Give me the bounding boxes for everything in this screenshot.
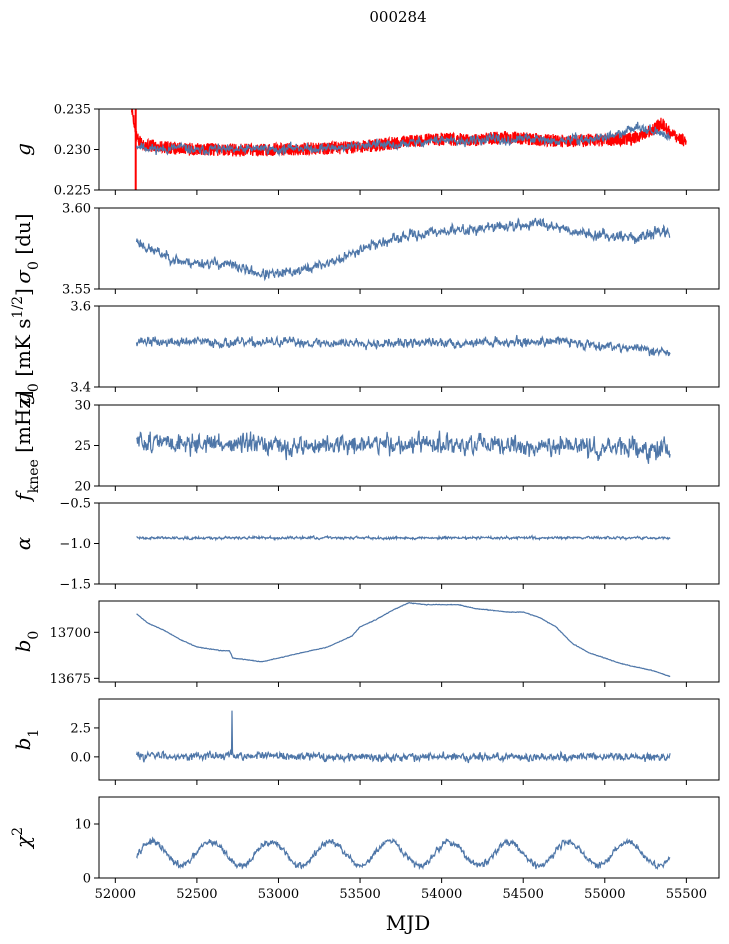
x-axis-label: MJD	[386, 911, 431, 935]
panel-5: −1.5 −1.0 −0.5 α	[11, 497, 720, 593]
panel-2: 3.55 3.60 σ0 [du]	[11, 202, 720, 298]
panel-data	[136, 602, 671, 678]
y-tick-label: 30	[74, 399, 91, 414]
y-tick-label: 13675	[50, 672, 91, 687]
y-tick-label: 20	[74, 480, 91, 495]
y-tick-label: 0	[83, 872, 91, 887]
y-tick-label: 10	[74, 818, 91, 833]
panel-data	[131, 109, 687, 190]
y-tick-label: 13700	[50, 626, 91, 641]
y-tick-label: −0.5	[59, 497, 91, 512]
y-axis-label: χ2	[10, 827, 35, 850]
panel-frame	[98, 600, 720, 683]
y-axis-label: b0	[11, 631, 42, 653]
y-tick-label: 2.5	[70, 721, 91, 736]
x-tick-label: 52000	[95, 887, 136, 902]
panels: 0.225 0.230 0.235 g 3.55 3.60 σ0 [du] 3.4 3.6 g0 …	[10, 103, 720, 902]
y-tick-label: 3.60	[62, 202, 91, 217]
series-line	[135, 121, 671, 157]
panel-data	[135, 836, 671, 871]
panel-3: 3.4 3.6 g0 [mK s1/2]	[10, 288, 720, 405]
y-tick-label: 25	[74, 439, 91, 454]
panel-data	[135, 710, 671, 764]
y-tick-label: 0.235	[54, 103, 91, 118]
x-tick-label: 53500	[339, 887, 380, 902]
series-line	[136, 430, 671, 464]
x-tick-label: 55500	[666, 887, 707, 902]
panel-7: 0.0 2.5 b1	[11, 698, 720, 785]
series-line	[135, 836, 671, 871]
panel-frame	[98, 698, 720, 781]
panel-frame	[98, 502, 720, 585]
panel-1: 0.225 0.230 0.235 g	[11, 103, 720, 199]
panel-frame	[98, 207, 720, 290]
y-tick-label: 3.55	[62, 283, 91, 298]
panel-data	[136, 430, 671, 464]
y-tick-label: 3.4	[70, 381, 91, 396]
y-axis-label: g0 [mK s1/2]	[10, 288, 42, 405]
panel-data	[135, 334, 671, 357]
panel-6: 13675 13700 b0	[11, 600, 720, 687]
y-tick-label: 3.6	[70, 300, 91, 315]
y-tick-label: 0.230	[54, 143, 91, 158]
series-line	[135, 710, 671, 764]
y-axis-label: g	[11, 143, 35, 156]
panel-8: 0 10 52000 52500 53000 53500 54000 54500 55000 55…	[10, 796, 720, 902]
y-axis-label: σ0 [du]	[11, 213, 42, 283]
figure-title: 000284	[369, 8, 426, 26]
series-band	[131, 109, 687, 157]
series-line	[136, 602, 671, 678]
panel-data	[135, 217, 671, 282]
y-axis-label: fknee [mHz]	[11, 390, 42, 502]
panel-4: 20 25 30 fknee [mHz]	[11, 390, 720, 503]
panel-frame	[98, 305, 720, 388]
y-axis-label: b1	[11, 729, 42, 751]
series-line	[135, 334, 671, 357]
panel-frame	[98, 796, 720, 879]
y-tick-label: −1.5	[59, 578, 91, 593]
panel-data	[136, 534, 671, 542]
y-tick-label: 0.225	[54, 184, 91, 199]
x-tick-label: 53000	[258, 887, 299, 902]
series-line	[135, 217, 671, 282]
y-tick-label: −1.0	[59, 537, 91, 552]
y-tick-label: 0.0	[70, 750, 91, 765]
x-tick-label: 55000	[584, 887, 625, 902]
x-tick-label: 54000	[421, 887, 462, 902]
x-tick-label: 54500	[503, 887, 544, 902]
series-line	[136, 534, 671, 542]
x-tick-label: 52500	[176, 887, 217, 902]
y-axis-label: α	[11, 536, 35, 550]
